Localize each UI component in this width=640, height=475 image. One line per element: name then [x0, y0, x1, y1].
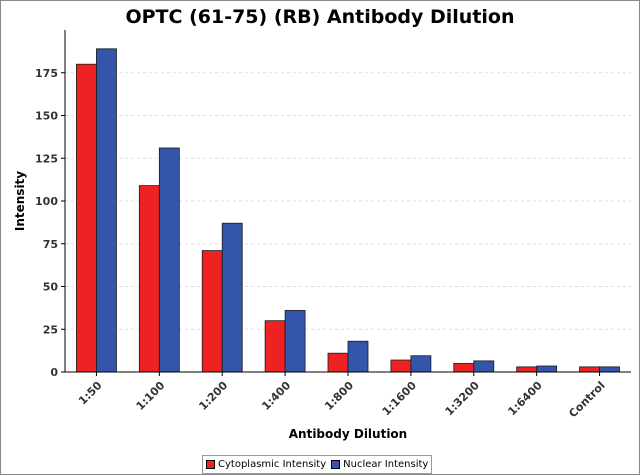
- bar-chart: OPTC (61-75) (RB) Antibody Dilution 0 25 5…: [13, 6, 631, 441]
- x-tick-label: 1:800: [322, 379, 356, 413]
- legend-item-cytoplasmic: Cytoplasmic Intensity: [206, 459, 326, 470]
- x-axis-label: Antibody Dilution: [289, 427, 407, 441]
- bars: [76, 48, 620, 373]
- y-tick-label: 75: [43, 238, 58, 251]
- bar-nuclear: [221, 222, 243, 373]
- y-tick-label: 50: [43, 281, 59, 294]
- x-tick-label: 1:6400: [505, 379, 545, 419]
- y-tick-label: 0: [50, 366, 58, 379]
- bar-cytoplasmic: [76, 63, 97, 373]
- chart-legend: Cytoplasmic Intensity Nuclear Intensity: [202, 455, 433, 474]
- x-tick-label: 1:400: [259, 379, 293, 413]
- y-tick-label: 25: [43, 323, 58, 336]
- x-tick-label: 1:50: [76, 379, 105, 408]
- bar-cytoplasmic: [138, 185, 160, 373]
- legend-swatch-cytoplasmic: [206, 460, 215, 469]
- bar-nuclear: [158, 147, 180, 373]
- y-axis-label: Intensity: [13, 171, 27, 231]
- x-tick-label: 1:1600: [380, 379, 420, 419]
- y-tick-label: 125: [35, 152, 58, 165]
- x-tick-label: 1:3200: [443, 379, 483, 419]
- bar-nuclear: [473, 360, 495, 373]
- bar-cytoplasmic: [516, 366, 538, 373]
- x-tick-label: 1:100: [134, 379, 168, 413]
- bar-cytoplasmic: [390, 359, 412, 373]
- x-axis-ticks: 1:50 1:100 1:200 1:400 1:800 1:1600 1:3200 1:64…: [76, 372, 608, 420]
- y-axis-ticks: 0 25 50 75 100 125 150 175: [35, 67, 65, 379]
- bar-nuclear: [410, 355, 432, 373]
- y-tick-label: 100: [35, 195, 58, 208]
- gridlines: [65, 72, 631, 330]
- y-tick-label: 150: [35, 110, 58, 123]
- bar-cytoplasmic: [264, 320, 286, 373]
- legend-item-nuclear: Nuclear Intensity: [331, 459, 428, 470]
- bar-nuclear: [347, 340, 369, 373]
- bar-cytoplasmic: [453, 363, 475, 373]
- y-tick-label: 175: [35, 67, 58, 80]
- bar-nuclear: [536, 365, 558, 373]
- x-tick-label: 1:200: [196, 379, 230, 413]
- chart-title: OPTC (61-75) (RB) Antibody Dilution: [125, 6, 514, 28]
- bar-cytoplasmic: [579, 366, 600, 373]
- legend-swatch-nuclear: [331, 460, 341, 469]
- x-tick-label: Control: [566, 379, 607, 420]
- legend-label-cytoplasmic: Cytoplasmic Intensity: [218, 459, 327, 470]
- bar-cytoplasmic: [201, 250, 223, 373]
- legend-label-nuclear: Nuclear Intensity: [343, 459, 429, 470]
- bar-nuclear: [599, 366, 620, 373]
- bar-nuclear: [96, 48, 117, 373]
- bar-nuclear: [284, 310, 306, 373]
- bar-cytoplasmic: [327, 352, 349, 373]
